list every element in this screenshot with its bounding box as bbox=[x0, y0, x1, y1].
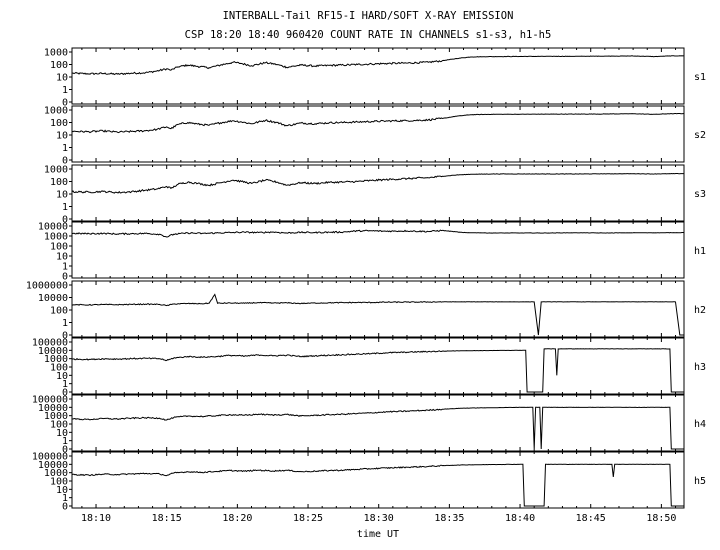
y-tick-label: 10 bbox=[56, 371, 68, 382]
series-line-h4 bbox=[72, 406, 684, 450]
y-tick-label: 1000 bbox=[44, 48, 68, 59]
channel-label-h3: h3 bbox=[694, 362, 706, 373]
channel-label-h1: h1 bbox=[694, 246, 706, 257]
y-tick-label: 10 bbox=[56, 428, 68, 439]
y-tick-label: 0 bbox=[62, 445, 68, 456]
y-tick-label: 1000 bbox=[44, 232, 68, 243]
x-tick-label: 18:45 bbox=[576, 513, 606, 524]
y-tick-label: 100000 bbox=[32, 395, 68, 406]
panel-frame-h1 bbox=[71, 221, 685, 279]
series-line-h2 bbox=[71, 293, 684, 336]
series-line-h3 bbox=[72, 348, 684, 393]
y-tick-label: 100 bbox=[50, 306, 68, 317]
y-tick-label: 1 bbox=[62, 318, 68, 329]
y-tick-label: 10 bbox=[56, 485, 68, 496]
panels-group: 10001001010s110001001010s210001001010s31… bbox=[26, 47, 706, 513]
x-axis-label: time UT bbox=[357, 529, 399, 540]
x-tick-label: 18:40 bbox=[505, 513, 535, 524]
y-tick-label: 0 bbox=[62, 331, 68, 342]
series-line-s2 bbox=[71, 113, 685, 134]
y-tick-label: 1000 bbox=[44, 165, 68, 176]
y-tick-label: 100000 bbox=[32, 452, 68, 463]
y-tick-label: 1 bbox=[62, 493, 68, 504]
y-tick-label: 0 bbox=[62, 388, 68, 399]
x-tick-label: 18:10 bbox=[81, 513, 111, 524]
channel-label-s3: s3 bbox=[694, 189, 706, 200]
panel-frame-h5 bbox=[71, 451, 685, 509]
y-tick-label: 100 bbox=[50, 477, 68, 488]
y-tick-label: 0 bbox=[62, 156, 68, 167]
y-tick-label: 10 bbox=[56, 131, 68, 142]
y-tick-label: 1 bbox=[62, 436, 68, 447]
series-line-s1 bbox=[71, 55, 685, 76]
panel-frame-s3 bbox=[71, 164, 685, 222]
channel-label-s1: s1 bbox=[694, 72, 706, 83]
panel-frame-h2 bbox=[71, 280, 685, 338]
x-tick-label: 18:30 bbox=[364, 513, 394, 524]
y-tick-label: 100 bbox=[50, 60, 68, 71]
channel-label-h5: h5 bbox=[694, 476, 706, 487]
channel-label-h2: h2 bbox=[694, 305, 706, 316]
x-tick-label: 18:15 bbox=[152, 513, 182, 524]
y-tick-label: 100 bbox=[50, 420, 68, 431]
x-tick-label: 18:50 bbox=[646, 513, 676, 524]
y-tick-label: 1 bbox=[62, 379, 68, 390]
channel-label-s2: s2 bbox=[694, 130, 706, 141]
y-tick-label: 10000 bbox=[38, 346, 68, 357]
y-tick-label: 1 bbox=[62, 143, 68, 154]
y-tick-label: 1000000 bbox=[26, 281, 68, 292]
y-tick-label: 1 bbox=[62, 202, 68, 213]
x-tick-label: 18:35 bbox=[434, 513, 464, 524]
y-tick-label: 1000 bbox=[44, 106, 68, 117]
y-tick-label: 100 bbox=[50, 177, 68, 188]
y-tick-label: 10000 bbox=[38, 293, 68, 304]
y-tick-label: 10000 bbox=[38, 222, 68, 233]
chart-subtitle: CSP 18:20 18:40 960420 COUNT RATE IN CHA… bbox=[185, 29, 552, 41]
y-tick-label: 0 bbox=[62, 502, 68, 513]
x-tick-label: 18:25 bbox=[293, 513, 323, 524]
y-tick-label: 100000 bbox=[32, 338, 68, 349]
y-tick-label: 10000 bbox=[38, 403, 68, 414]
y-tick-label: 1000 bbox=[44, 411, 68, 422]
y-tick-label: 100 bbox=[50, 118, 68, 129]
chart-title: INTERBALL-Tail RF15-I HARD/SOFT X-RAY EM… bbox=[223, 10, 514, 22]
y-tick-label: 1000 bbox=[44, 468, 68, 479]
y-tick-label: 10000 bbox=[38, 460, 68, 471]
y-tick-label: 0 bbox=[62, 98, 68, 109]
y-tick-label: 10 bbox=[56, 190, 68, 201]
y-tick-label: 100 bbox=[50, 242, 68, 253]
panel-frame-h4 bbox=[71, 394, 685, 452]
panel-frame-s2 bbox=[71, 105, 685, 163]
series-line-h1 bbox=[71, 229, 685, 238]
y-tick-label: 1 bbox=[62, 85, 68, 96]
y-tick-label: 10 bbox=[56, 252, 68, 263]
panel-frame-h3 bbox=[71, 337, 685, 395]
x-axis: 18:10 18:15 18:20 18:25 18:30 18:35 18:40 18:45… bbox=[81, 513, 676, 524]
y-tick-label: 1 bbox=[62, 262, 68, 273]
y-tick-label: 1000 bbox=[44, 354, 68, 365]
series-line-h5 bbox=[71, 463, 684, 507]
x-tick-label: 18:20 bbox=[222, 513, 252, 524]
channel-label-h4: h4 bbox=[694, 419, 706, 430]
y-tick-label: 100 bbox=[50, 363, 68, 374]
series-line-s3 bbox=[71, 172, 684, 194]
y-tick-label: 10 bbox=[56, 73, 68, 84]
panel-frame-s1 bbox=[71, 47, 685, 105]
y-tick-label: 0 bbox=[62, 272, 68, 283]
y-tick-label: 0 bbox=[62, 215, 68, 226]
